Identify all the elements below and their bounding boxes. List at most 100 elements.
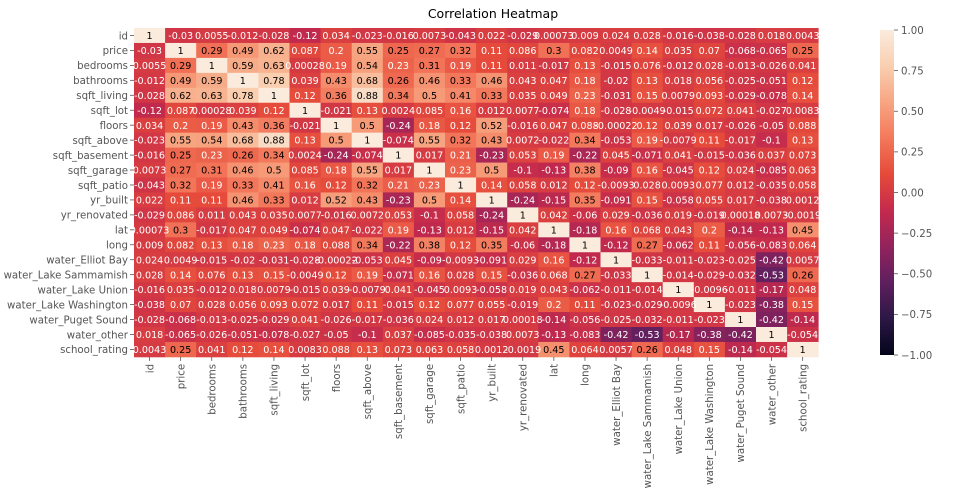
- heatmap-cell: [134, 87, 166, 104]
- cell-value-label: -0.029: [725, 91, 756, 102]
- heatmap-cell: [196, 252, 228, 268]
- cell-value-label: 0.18: [574, 76, 595, 87]
- cell-value-label: 0.78: [232, 91, 253, 102]
- heatmap-cell: [476, 282, 508, 298]
- cell-value-label: 0.041: [198, 345, 225, 356]
- cell-value-label: -0.028: [290, 255, 321, 266]
- cell-value-label: 0.00018: [503, 315, 543, 326]
- cell-value-label: -0.043: [445, 31, 476, 42]
- cell-value-label: 0.5: [422, 91, 437, 102]
- heatmap-cell: [134, 57, 166, 74]
- cell-value-label: 0.0072: [350, 210, 384, 221]
- cell-value-label: -0.017: [352, 315, 383, 326]
- cell-value-label: 0.00018: [721, 210, 761, 221]
- cell-value-label: 0.13: [232, 270, 253, 281]
- heatmap-cell: [351, 237, 384, 253]
- heatmap-cell: [196, 132, 228, 148]
- cell-value-label: 0.085: [416, 106, 443, 117]
- cell-value-label: 0.15: [263, 270, 284, 281]
- heatmap-cell: [693, 312, 726, 328]
- heatmap-cell: [320, 28, 353, 44]
- heatmap-cell: [320, 327, 353, 343]
- cell-value-label: 0.88: [357, 91, 378, 102]
- cell-value-label: 0.14: [263, 345, 284, 356]
- x-tick-label: water_other: [767, 363, 778, 425]
- cell-value-label: -0.14: [541, 315, 566, 326]
- heatmap-cell: [134, 28, 166, 44]
- cell-value-label: 0.064: [571, 345, 598, 356]
- cell-value-label: -0.14: [790, 315, 815, 326]
- cell-value-label: 0.037: [758, 151, 785, 162]
- heatmap-cell: [538, 282, 570, 298]
- cell-value-label: -0.056: [569, 315, 600, 326]
- cell-value-label: 0.63: [201, 91, 222, 102]
- cell-value-label: 0.019: [665, 210, 692, 221]
- cell-value-label: 0.62: [170, 91, 191, 102]
- heatmap-cell: [289, 72, 321, 89]
- heatmap-cell: [476, 57, 508, 74]
- heatmap-cell: [227, 147, 259, 163]
- heatmap-cell: [289, 222, 321, 238]
- cell-value-label: 0.14: [170, 270, 191, 281]
- cell-value-label: 0.041: [727, 106, 754, 117]
- cell-value-label: 1: [364, 136, 370, 147]
- cell-value-label: 0.19: [201, 121, 222, 132]
- heatmap-cell: [693, 252, 726, 268]
- cell-value-label: 0.0012: [786, 196, 820, 207]
- heatmap-cell: [507, 341, 539, 358]
- cell-value-label: 0.78: [263, 76, 284, 87]
- heatmap-cell: [227, 42, 259, 59]
- x-tick-label: water_Elliot Bay: [612, 364, 623, 446]
- cell-value-label: 0.25: [170, 151, 191, 162]
- cell-value-label: -0.032: [725, 270, 756, 281]
- heatmap-cell: [756, 282, 788, 298]
- heatmap-cell: [413, 117, 446, 134]
- cell-value-label: 0.048: [789, 285, 816, 296]
- heatmap-cell: [134, 117, 166, 134]
- cell-value-label: 0.12: [263, 106, 284, 117]
- heatmap-cell: [382, 267, 415, 283]
- cell-value-label: -0.085: [414, 330, 445, 341]
- heatmap-cell: [445, 177, 477, 193]
- heatmap-cell: [631, 147, 664, 163]
- heatmap-cell: [600, 267, 632, 283]
- cell-value-label: 0.26: [232, 151, 253, 162]
- heatmap-cell: [227, 237, 259, 253]
- heatmap-cell: [538, 327, 570, 343]
- cell-value-label: -0.022: [538, 136, 569, 147]
- cell-value-label: -0.045: [414, 285, 445, 296]
- cell-value-label: 0.13: [357, 345, 378, 356]
- cell-value-label: 0.088: [789, 121, 816, 132]
- heatmap-cell: [476, 207, 508, 223]
- heatmap-cell: [693, 282, 726, 298]
- cell-value-label: 0.058: [509, 181, 536, 192]
- cell-value-label: -0.12: [293, 31, 318, 42]
- heatmap-cell: [258, 72, 290, 89]
- heatmap-cell: [351, 282, 384, 298]
- cell-value-label: 0.18: [574, 106, 595, 117]
- colorbar-tick-label: 1.00: [901, 26, 924, 37]
- heatmap-cell: [787, 57, 819, 74]
- heatmap-cell: [258, 42, 290, 59]
- heatmap-cell: [413, 282, 446, 298]
- heatmap-cell: [227, 341, 259, 358]
- cell-value-label: -0.028: [725, 31, 756, 42]
- cell-value-label: -0.12: [137, 106, 162, 117]
- cell-value-label: -0.00022: [315, 255, 358, 266]
- cell-value-label: 0.041: [789, 61, 816, 72]
- heatmap-cell: [569, 192, 601, 208]
- cell-value-label: 0.18: [294, 240, 315, 251]
- heatmap-cell: [538, 222, 570, 238]
- heatmap-cell: [413, 42, 446, 59]
- cell-value-label: -0.054: [756, 345, 787, 356]
- heatmap-cell: [662, 282, 695, 298]
- heatmap-cell: [631, 162, 664, 178]
- heatmap-cell: [413, 102, 446, 119]
- heatmap-cell: [413, 87, 446, 104]
- heatmap-cell: [258, 162, 290, 178]
- heatmap-cell: [724, 87, 757, 104]
- heatmap-cell: [382, 327, 415, 343]
- heatmap-cell: [662, 117, 695, 134]
- cell-value-label: 1: [209, 61, 215, 72]
